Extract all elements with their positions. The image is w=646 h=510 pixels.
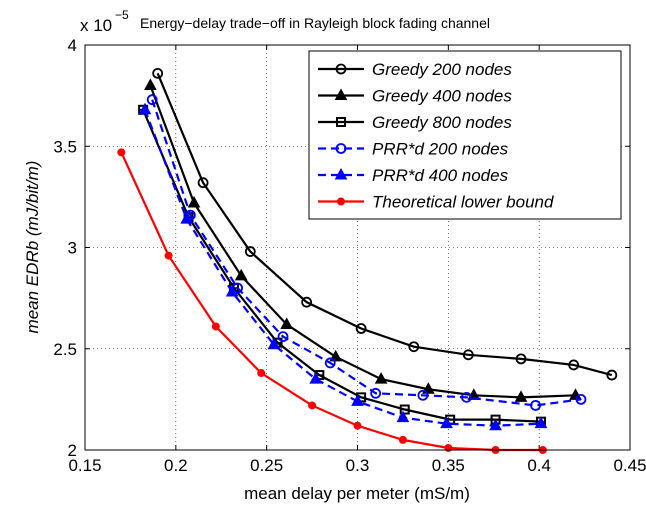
data-point xyxy=(152,67,164,79)
data-point xyxy=(351,394,364,406)
data-point xyxy=(309,372,323,384)
data-point xyxy=(355,323,367,334)
data-point xyxy=(568,359,580,371)
y-tick-label: 4 xyxy=(68,36,77,55)
series-6 xyxy=(117,148,547,454)
plot-frame xyxy=(84,44,631,451)
legend: Greedy 200 nodes Greedy 400 nodes Greedy 8… xyxy=(308,50,622,220)
legend-label: Greedy 200 nodes xyxy=(372,60,512,79)
data-point xyxy=(117,148,126,157)
series-5 xyxy=(138,102,548,431)
data-point xyxy=(324,357,336,369)
y-tick-label: 2.5 xyxy=(53,340,77,359)
data-point xyxy=(408,341,420,353)
data-point xyxy=(164,251,173,260)
data-point xyxy=(244,246,256,257)
data-point xyxy=(257,369,266,378)
data-point xyxy=(144,78,157,90)
data-point xyxy=(515,353,527,365)
x-tick-label: 0.4 xyxy=(527,456,551,475)
data-point xyxy=(396,410,410,423)
data-point xyxy=(335,143,347,154)
data-point xyxy=(225,285,239,297)
data-point xyxy=(462,349,474,361)
y-multiplier: x 10 xyxy=(80,16,112,35)
data-point xyxy=(398,435,407,444)
series-layer xyxy=(117,67,618,454)
data-point xyxy=(575,393,587,405)
y-tick-label: 2 xyxy=(68,441,77,460)
series-line xyxy=(120,151,543,452)
legend-item: PRR*d 200 nodes xyxy=(318,140,509,159)
x-tick-label: 0.3 xyxy=(346,456,370,475)
chart-title: Energy−delay trade−off in Rayleigh block… xyxy=(140,15,490,31)
y-tick-label: 3 xyxy=(68,239,77,258)
data-point xyxy=(180,212,194,224)
legend-label: PRR*d 200 nodes xyxy=(372,140,509,159)
series-1 xyxy=(152,67,618,381)
series-4 xyxy=(146,94,587,411)
legend-label: Greedy 800 nodes xyxy=(372,113,512,132)
legend-item: Greedy 800 nodes xyxy=(318,113,512,132)
data-point xyxy=(374,372,388,384)
y-tick-label: 3.5 xyxy=(53,137,77,156)
legend-item: Greedy 400 nodes xyxy=(318,87,512,106)
data-point xyxy=(211,322,220,331)
data-point xyxy=(308,401,317,410)
x-tick-label: 0.35 xyxy=(432,456,465,475)
data-point xyxy=(337,197,345,206)
data-point xyxy=(417,389,429,401)
y-axis-label: mean EDRb (mJ/bit/m) xyxy=(23,161,42,334)
data-point xyxy=(530,400,541,411)
legend-label: Greedy 400 nodes xyxy=(372,87,512,106)
data-point xyxy=(138,102,152,115)
legend-item: PRR*d 400 nodes xyxy=(318,166,509,185)
data-point xyxy=(335,63,347,75)
legend-item: Theoretical lower bound xyxy=(318,193,554,212)
series-line xyxy=(142,109,542,423)
x-tick-label: 0.25 xyxy=(250,456,283,475)
data-point xyxy=(334,88,348,100)
x-tick-label: 0.45 xyxy=(613,456,646,475)
data-point xyxy=(301,296,313,308)
x-tick-label: 0.15 xyxy=(68,456,101,475)
series-line xyxy=(143,109,542,427)
x-tick-label: 0.2 xyxy=(164,456,188,475)
y-multiplier-exponent: −5 xyxy=(115,8,129,22)
data-point xyxy=(440,416,453,429)
series-line xyxy=(156,72,613,377)
x-axis-label: mean delay per meter (mS/m) xyxy=(244,484,470,503)
data-point xyxy=(534,416,548,429)
legend-label: Theoretical lower bound xyxy=(372,193,554,212)
ticks: 0.15 0.2 0.25 0.3 0.35 0.4 0.45 2 2.5 3 3.5 4 xyxy=(53,36,646,475)
data-point xyxy=(514,390,528,402)
data-point xyxy=(489,418,502,431)
legend-label: PRR*d 400 nodes xyxy=(372,166,509,185)
data-point xyxy=(370,387,382,399)
data-point xyxy=(606,369,618,381)
data-point xyxy=(461,391,472,403)
data-point xyxy=(334,167,348,180)
series-line xyxy=(149,85,576,399)
data-point xyxy=(280,317,293,329)
data-point xyxy=(187,195,201,208)
legend-box xyxy=(308,50,622,220)
data-point xyxy=(569,388,582,400)
data-point xyxy=(267,337,281,350)
series-line xyxy=(151,99,582,407)
data-point xyxy=(277,331,289,343)
data-point xyxy=(197,177,209,189)
data-point xyxy=(353,421,362,430)
data-point xyxy=(234,268,248,281)
data-point xyxy=(146,94,158,106)
legend-item: Greedy 200 nodes xyxy=(318,60,512,79)
